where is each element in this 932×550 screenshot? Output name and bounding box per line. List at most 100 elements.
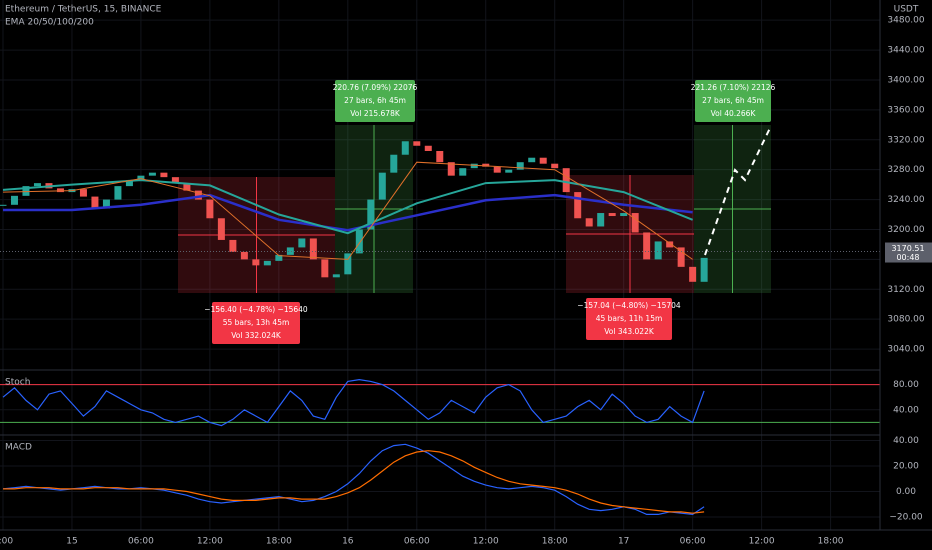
- candle: [482, 163, 490, 167]
- candle: [160, 172, 168, 178]
- candle: [171, 177, 179, 184]
- x-tick-label: 12:00: [197, 537, 223, 547]
- candle: [401, 141, 409, 155]
- candle: [585, 218, 593, 227]
- series-line: [3, 193, 693, 232]
- x-tick-label: 8:00: [0, 537, 13, 547]
- countdown-label: 00:48: [896, 253, 919, 262]
- candle: [56, 188, 64, 193]
- y-tick-label: −20.00: [889, 512, 923, 522]
- y-tick-label: 3400.00: [887, 75, 924, 85]
- projection-line: [704, 127, 771, 256]
- y-tick-label: 3240.00: [887, 195, 924, 205]
- measure-label: 220.76 (7.09%) 22076: [333, 83, 418, 92]
- candle: [505, 169, 513, 173]
- x-tick-label: 12:00: [749, 537, 775, 547]
- x-tick-label: 12:00: [473, 537, 499, 547]
- candle: [470, 163, 478, 169]
- candle: [332, 274, 340, 278]
- candle: [33, 183, 41, 187]
- candle: [240, 251, 248, 260]
- candle: [424, 145, 432, 151]
- candle: [562, 168, 570, 193]
- measure-label: 221.26 (7.10%) 22126: [691, 83, 776, 92]
- measure-label-box: [212, 302, 300, 344]
- candle: [217, 218, 225, 240]
- y-tick-label: 3480.00: [887, 16, 924, 26]
- candle: [493, 166, 501, 173]
- series-line: [2, 161, 693, 260]
- candle: [436, 150, 444, 163]
- candle: [413, 141, 421, 146]
- y-tick-label: 0.00: [896, 487, 916, 497]
- y-tick-label: 3320.00: [887, 135, 924, 145]
- candle: [367, 199, 375, 230]
- y-tick-label: 80.00: [893, 380, 919, 390]
- y-tick-label: 3080.00: [887, 315, 924, 325]
- candle: [390, 154, 398, 173]
- candle: [654, 241, 662, 260]
- candle: [321, 259, 329, 278]
- x-tick-label: 06:00: [404, 537, 430, 547]
- y-tick-label: 20.00: [893, 461, 919, 471]
- candle: [0, 204, 7, 206]
- candle: [355, 229, 363, 254]
- y-tick-label: 40.00: [893, 436, 919, 446]
- candle: [677, 247, 685, 267]
- candle: [378, 172, 386, 200]
- measure-label: 45 bars, 11h 15m: [596, 314, 663, 323]
- x-tick-label: 17: [618, 537, 629, 547]
- candle: [79, 189, 87, 197]
- axis-unit: USDT: [894, 5, 919, 15]
- series-line: [2, 378, 705, 427]
- candle: [608, 213, 616, 217]
- candle: [539, 157, 547, 164]
- candle: [309, 238, 317, 260]
- series-line: [3, 450, 705, 514]
- candle: [275, 254, 283, 261]
- indicator-label: EMA 20/50/100/200: [5, 18, 94, 28]
- series-line: [2, 443, 705, 516]
- candle: [137, 175, 145, 181]
- measure-label-box: [695, 80, 771, 122]
- series-line: [2, 179, 693, 235]
- candle: [597, 213, 605, 227]
- candle: [298, 238, 306, 248]
- x-tick-label: 15: [66, 537, 77, 547]
- x-tick-label: 06:00: [128, 537, 154, 547]
- candle: [125, 180, 133, 187]
- measure-label: Vol 343.022K: [604, 327, 655, 336]
- candle: [620, 213, 628, 217]
- measure-label-box: [586, 298, 672, 340]
- candle: [689, 266, 697, 282]
- candle: [286, 247, 294, 255]
- candle: [114, 186, 122, 200]
- current-price-box: [885, 242, 932, 263]
- measure-label-box: [335, 80, 415, 122]
- candle: [148, 172, 156, 176]
- y-tick-label: 3200.00: [887, 225, 924, 235]
- measure-label: −157.04 (−4.80%) −15704: [577, 301, 681, 310]
- candle: [666, 241, 674, 248]
- x-tick-label: 16: [342, 537, 354, 547]
- candle: [183, 183, 191, 191]
- candle: [631, 213, 639, 233]
- y-tick-label: 3440.00: [887, 46, 924, 56]
- current-price-label: 3170.51: [891, 244, 924, 253]
- candle: [206, 199, 214, 219]
- measure-label: 27 bars, 6h 45m: [344, 96, 406, 105]
- x-tick-label: 18:00: [266, 537, 292, 547]
- x-tick-label: 18:00: [818, 537, 844, 547]
- pane-title: Stoch: [5, 378, 30, 388]
- measure-label: 27 bars, 6h 45m: [702, 96, 764, 105]
- candle: [700, 257, 708, 282]
- chart-title: Ethereum / TetherUS, 15, BINANCE: [5, 5, 162, 15]
- x-tick-label: 06:00: [680, 537, 706, 547]
- measure-label: Vol 215.678K: [350, 109, 401, 118]
- candle: [22, 186, 30, 196]
- measure-label: Vol 332.024K: [231, 331, 282, 340]
- x-tick-label: 18:00: [542, 537, 568, 547]
- candle: [252, 259, 260, 266]
